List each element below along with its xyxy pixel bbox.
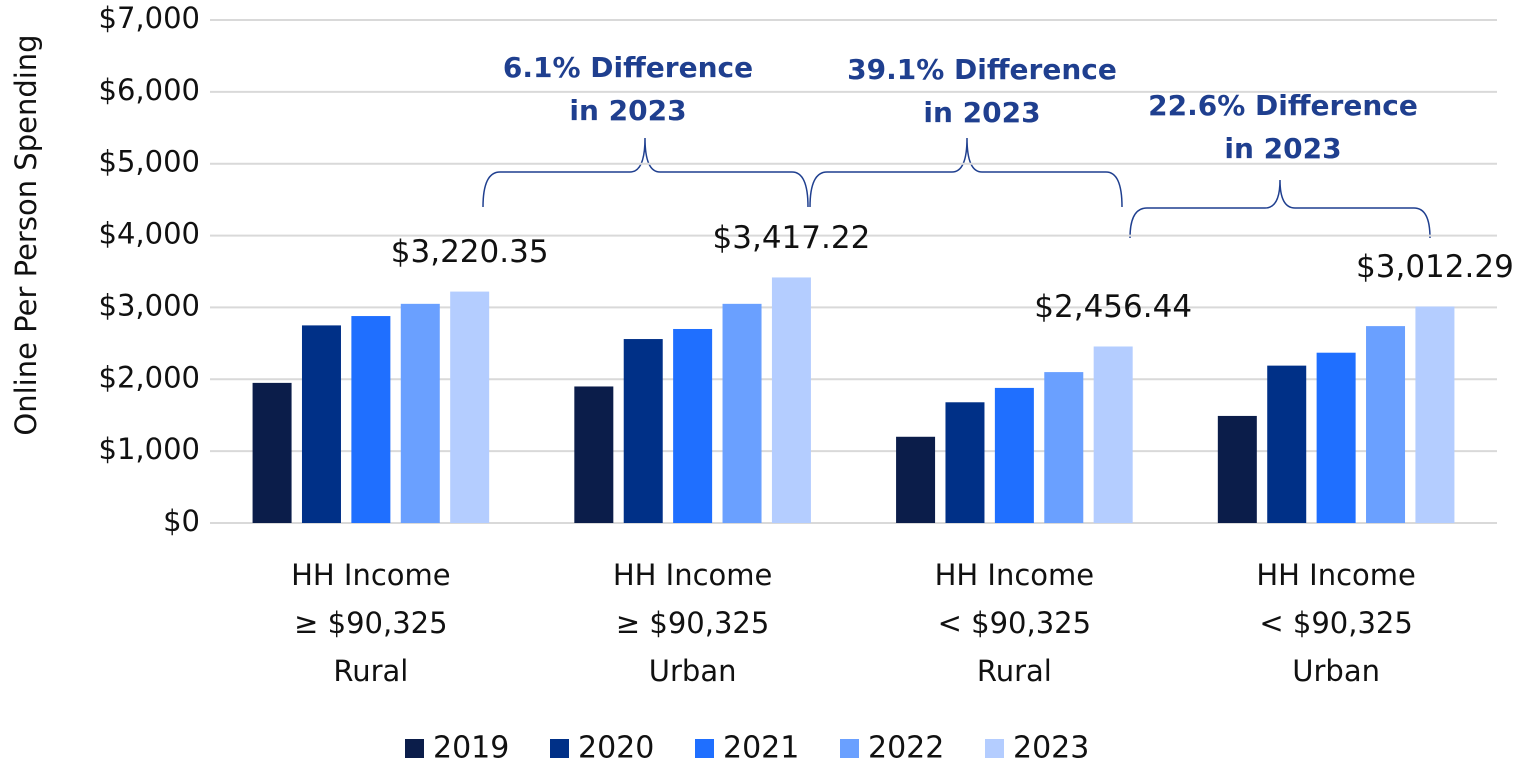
legend-swatch: [840, 739, 859, 758]
bar: [252, 382, 292, 523]
bar: [896, 436, 936, 523]
bar: [623, 339, 663, 523]
bar: [673, 328, 713, 523]
bar: [351, 316, 391, 523]
bar: [450, 291, 490, 523]
y-tick-label: $6,000: [99, 73, 200, 107]
braces: [482, 137, 1431, 239]
y-axis-label: Online Per Person Spending: [9, 34, 43, 435]
y-tick-label: $3,000: [99, 288, 200, 322]
annotation: 39.1% Difference in 2023: [847, 53, 1117, 129]
data-label: $2,456.44: [1034, 289, 1192, 325]
data-label: $3,012.29: [1356, 249, 1514, 285]
bar: [1267, 365, 1307, 523]
brace: [809, 137, 1123, 208]
bar: [1316, 352, 1356, 523]
y-tick-label: $0: [163, 504, 200, 538]
bar: [400, 303, 440, 523]
legend-swatch: [695, 739, 714, 758]
legend-label: 2019: [433, 731, 509, 764]
annotation: 22.6% Difference in 2023: [1148, 89, 1418, 165]
bar: [574, 386, 614, 523]
y-tick-label: $1,000: [99, 432, 200, 466]
x-tick-label: HH Income ≥ $90,325 Urban: [612, 558, 773, 688]
bar: [1044, 372, 1084, 523]
data-label: $3,220.35: [391, 234, 549, 270]
bar: [1366, 326, 1406, 523]
legend-label: 2023: [1013, 731, 1089, 764]
bar: [994, 387, 1034, 523]
legend-swatch: [405, 739, 424, 758]
legend-label: 2021: [723, 731, 799, 764]
data-label: $3,417.22: [713, 220, 871, 256]
brace: [1129, 179, 1431, 239]
legend-label: 2020: [578, 731, 654, 764]
legend-swatch: [985, 739, 1004, 758]
bar: [1093, 346, 1133, 523]
bar: [1415, 306, 1455, 523]
bar: [945, 402, 985, 523]
y-tick-label: $4,000: [99, 217, 200, 251]
legend-swatch: [550, 739, 569, 758]
brace: [482, 137, 809, 208]
bar: [301, 325, 341, 523]
bar: [722, 303, 762, 523]
bar: [771, 277, 811, 523]
y-tick-label: $5,000: [99, 145, 200, 179]
y-tick-label: $2,000: [99, 360, 200, 394]
x-tick-label: HH Income ≥ $90,325 Rural: [291, 558, 451, 688]
annotation: 6.1% Difference in 2023: [502, 51, 754, 127]
bar: [1217, 415, 1257, 523]
x-tick-label: HH Income < $90,325 Urban: [1256, 558, 1416, 688]
x-tick-label: HH Income < $90,325 Rural: [934, 558, 1095, 688]
y-tick-label: $7,000: [99, 1, 200, 35]
legend-label: 2022: [868, 731, 944, 764]
